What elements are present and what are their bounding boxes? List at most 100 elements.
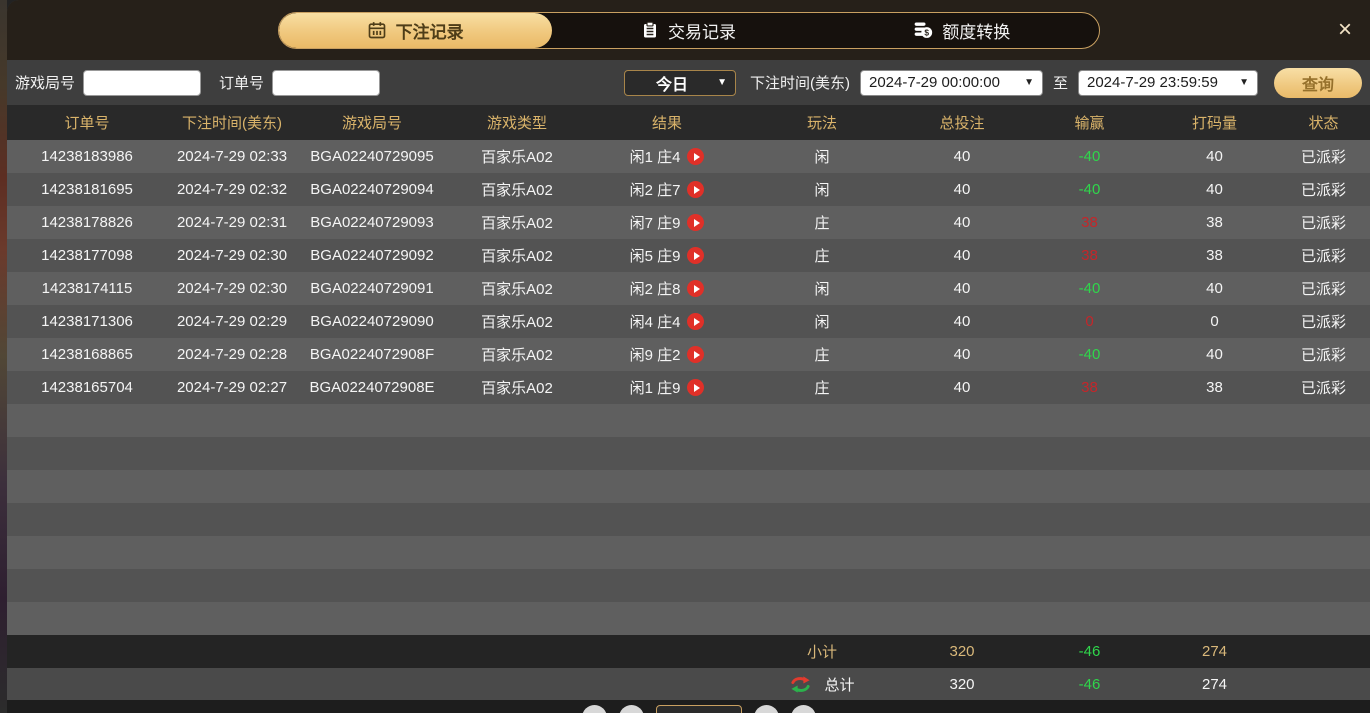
order-no-label: 订单号 bbox=[219, 75, 265, 92]
close-icon[interactable]: × bbox=[1337, 16, 1352, 43]
query-button[interactable]: 查询 bbox=[1274, 67, 1362, 98]
play-icon[interactable] bbox=[687, 214, 705, 231]
table-row: 14238174115 2024-7-29 02:30 BGA02240729091… bbox=[7, 272, 1370, 305]
table-row-empty bbox=[7, 569, 1370, 602]
result-text: 闲2 庄8 bbox=[629, 281, 681, 298]
game-round-input[interactable] bbox=[83, 69, 202, 96]
table-cell: 2024-7-29 02:30 bbox=[176, 280, 288, 297]
coins-icon: $ bbox=[913, 20, 933, 40]
play-icon[interactable] bbox=[687, 313, 705, 330]
result-text: 闲2 庄7 bbox=[629, 182, 681, 199]
time-to-select[interactable]: 2024-7-29 23:59:59 ▼ bbox=[1078, 69, 1258, 96]
table-cell: 庄 bbox=[814, 215, 830, 232]
grandtotal-turnover: 274 bbox=[1201, 675, 1228, 693]
table-cell: 40 bbox=[1206, 346, 1223, 363]
subtotal-label: 小计 bbox=[806, 644, 837, 661]
table-cell: 14238165704 bbox=[41, 379, 133, 396]
chevron-down-icon: ▼ bbox=[717, 77, 727, 88]
order-no-input[interactable] bbox=[272, 69, 381, 96]
table-cell: 百家乐A02 bbox=[481, 314, 553, 331]
tab-label: 下注记录 bbox=[395, 22, 464, 42]
next-page-button[interactable] bbox=[753, 705, 779, 713]
table-cell: 闲 bbox=[814, 149, 830, 166]
table-row: 14238178826 2024-7-29 02:31 BGA02240729093… bbox=[7, 206, 1370, 239]
chevron-down-icon: ▼ bbox=[1239, 77, 1249, 88]
table-cell: 已派彩 bbox=[1300, 149, 1346, 166]
table-cell: 百家乐A02 bbox=[481, 149, 553, 166]
table-cell: 40 bbox=[953, 148, 971, 165]
table-cell: BGA02240729090 bbox=[310, 313, 434, 330]
bet-time-label: 下注时间(美东) bbox=[749, 75, 850, 92]
tab-group: 下注记录 交易记录 bbox=[277, 11, 1100, 49]
tab-betting-records[interactable]: 下注记录 bbox=[278, 12, 552, 48]
subtotal-total: 320 bbox=[949, 643, 975, 660]
table-cell: 40 bbox=[953, 346, 971, 363]
play-icon[interactable] bbox=[687, 346, 705, 363]
table-cell: BGA02240729093 bbox=[310, 214, 434, 231]
table-cell: 百家乐A02 bbox=[481, 380, 553, 397]
subtotal-winloss: -46 bbox=[1078, 643, 1101, 660]
result-cell: 闲4 庄4 bbox=[587, 305, 747, 338]
result-cell: 闲2 庄8 bbox=[587, 272, 747, 305]
table-row-empty bbox=[7, 536, 1370, 569]
table-cell: 14238171306 bbox=[41, 313, 133, 330]
table-cell: 已派彩 bbox=[1300, 281, 1346, 298]
pager bbox=[581, 705, 816, 713]
column-header: 订单号 bbox=[64, 115, 110, 132]
filter-bar: 游戏局号 订单号 今日 ▼ 下注时间(美东) 2024-7-29 00:00:0… bbox=[7, 60, 1370, 105]
grandtotal-winloss: -46 bbox=[1078, 675, 1101, 693]
table-cell: 40 bbox=[953, 280, 971, 297]
result-text: 闲1 庄4 bbox=[629, 149, 681, 166]
winloss-cell: -40 bbox=[1078, 148, 1101, 165]
play-icon[interactable] bbox=[687, 181, 705, 198]
table-cell: 百家乐A02 bbox=[481, 248, 553, 265]
table-cell: BGA02240729092 bbox=[310, 247, 434, 264]
play-icon[interactable] bbox=[687, 247, 705, 264]
subtotal-row: 小计 320 -46 274 bbox=[7, 635, 1370, 668]
table-cell: 40 bbox=[953, 313, 971, 330]
winloss-cell: -40 bbox=[1078, 280, 1101, 297]
grandtotal-label: 总计 bbox=[824, 676, 855, 694]
play-icon[interactable] bbox=[687, 379, 705, 396]
date-range-select[interactable]: 今日 ▼ bbox=[623, 69, 736, 96]
table-cell: 百家乐A02 bbox=[481, 215, 553, 232]
table-cell: 已派彩 bbox=[1300, 347, 1346, 364]
tab-transaction-records[interactable]: 交易记录 bbox=[552, 13, 825, 48]
table-cell: 已派彩 bbox=[1300, 314, 1346, 331]
result-cell: 闲1 庄9 bbox=[587, 371, 747, 404]
tab-quota-transfer[interactable]: $ 额度转换 bbox=[825, 13, 1098, 48]
table-cell: BGA02240729095 bbox=[310, 148, 434, 165]
column-header: 下注时间(美东) bbox=[182, 115, 282, 132]
page-number-input[interactable] bbox=[655, 705, 742, 713]
first-page-button[interactable] bbox=[581, 705, 607, 713]
result-text: 闲9 庄2 bbox=[629, 347, 681, 364]
table-cell: 2024-7-29 02:33 bbox=[176, 148, 288, 165]
table-row: 14238183986 2024-7-29 02:33 BGA02240729095… bbox=[7, 140, 1370, 173]
table-cell: 已派彩 bbox=[1300, 182, 1346, 199]
refresh-icon[interactable] bbox=[789, 673, 812, 696]
table-row-empty bbox=[7, 602, 1370, 635]
last-page-button[interactable] bbox=[790, 705, 816, 713]
result-text: 闲4 庄4 bbox=[629, 314, 681, 331]
grandtotal-total: 320 bbox=[949, 675, 975, 693]
play-icon[interactable] bbox=[687, 148, 705, 165]
table-cell: 闲 bbox=[814, 281, 830, 298]
table-cell: 40 bbox=[953, 247, 971, 264]
table-cell: 0 bbox=[1210, 313, 1219, 330]
prev-page-button[interactable] bbox=[618, 705, 644, 713]
play-icon[interactable] bbox=[687, 280, 705, 297]
result-text: 闲7 庄9 bbox=[629, 215, 681, 232]
column-header: 状态 bbox=[1308, 115, 1339, 132]
table-header: 订单号 下注时间(美东) 游戏局号 游戏类型 结果 玩法 总投注 输赢 打码量 状态 bbox=[7, 105, 1370, 140]
table-cell: 14238183986 bbox=[41, 148, 133, 165]
table-cell: 庄 bbox=[814, 248, 830, 265]
table-cell: 14238168865 bbox=[41, 346, 133, 363]
time-from-select[interactable]: 2024-7-29 00:00:00 ▼ bbox=[859, 69, 1043, 96]
table-cell: 庄 bbox=[814, 380, 830, 397]
table-cell: 40 bbox=[953, 181, 971, 198]
table-row: 14238165704 2024-7-29 02:27 BGA0224072908E… bbox=[7, 371, 1370, 404]
table-cell: 闲 bbox=[814, 182, 830, 199]
column-header: 输赢 bbox=[1074, 115, 1105, 132]
table-cell: 百家乐A02 bbox=[481, 182, 553, 199]
background-strip bbox=[0, 0, 7, 713]
